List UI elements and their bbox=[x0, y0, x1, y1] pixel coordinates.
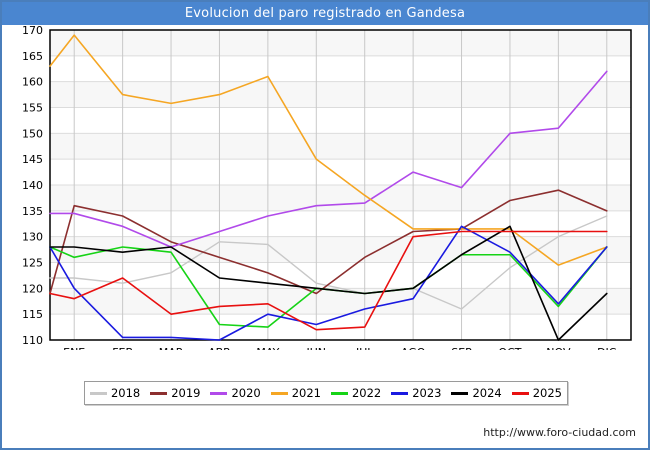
legend-label: 2021 bbox=[291, 386, 322, 400]
legend-label: 2022 bbox=[351, 386, 382, 400]
svg-text:150: 150 bbox=[22, 127, 43, 140]
legend-item-2023[interactable]: 2023 bbox=[391, 386, 442, 400]
legend-item-2021[interactable]: 2021 bbox=[270, 386, 322, 400]
legend-item-2018[interactable]: 2018 bbox=[89, 386, 141, 400]
data-series-group bbox=[49, 34, 608, 341]
legend-label: 2018 bbox=[110, 386, 141, 400]
svg-text:155: 155 bbox=[22, 102, 43, 115]
svg-text:ABR: ABR bbox=[208, 346, 231, 350]
legend-item-2020[interactable]: 2020 bbox=[210, 386, 261, 400]
legend-label: 2025 bbox=[532, 386, 563, 400]
series-line-2020 bbox=[49, 70, 608, 248]
legend-item-2019[interactable]: 2019 bbox=[150, 386, 201, 400]
y-axis-tick-labels: 110 115 120 125 130 135 140 145 150 155 160 165 170 bbox=[22, 25, 43, 347]
svg-text:ENE: ENE bbox=[63, 346, 85, 350]
svg-text:145: 145 bbox=[22, 153, 43, 166]
legend-swatch-icon bbox=[270, 391, 288, 395]
svg-text:170: 170 bbox=[22, 25, 43, 37]
series-line-2019 bbox=[49, 189, 608, 295]
legend-swatch-icon bbox=[210, 391, 228, 395]
source-url: http://www.foro-ciudad.com bbox=[483, 426, 636, 439]
legend-swatch-icon bbox=[391, 391, 409, 395]
legend-item-2024[interactable]: 2024 bbox=[451, 386, 502, 400]
legend-swatch-icon bbox=[451, 391, 469, 395]
svg-text:130: 130 bbox=[22, 231, 43, 244]
plot-background-bands bbox=[50, 30, 631, 315]
svg-text:NOV: NOV bbox=[546, 346, 571, 350]
legend-swatch-icon bbox=[150, 391, 168, 395]
legend-label: 2023 bbox=[412, 386, 442, 400]
svg-text:140: 140 bbox=[22, 179, 43, 192]
svg-text:AGO: AGO bbox=[401, 346, 426, 350]
legend-swatch-icon bbox=[511, 391, 529, 395]
svg-text:OCT: OCT bbox=[498, 346, 521, 350]
svg-text:110: 110 bbox=[22, 334, 43, 347]
legend-label: 2024 bbox=[472, 386, 502, 400]
line-chart-svg: 110115120125130135140145150155160165170 … bbox=[22, 25, 632, 350]
plot-border bbox=[49, 29, 632, 341]
svg-text:JUN: JUN bbox=[306, 346, 327, 350]
series-line-2018 bbox=[49, 215, 608, 310]
x-axis-tick-labels: ENE FEB MAR ABR MAY JUN JUL AGO SEP OCT NOV DIC bbox=[63, 346, 617, 350]
legend-label: 2019 bbox=[171, 386, 201, 400]
svg-text:160: 160 bbox=[22, 76, 43, 89]
series-line-2021 bbox=[49, 34, 608, 266]
legend-item-2025[interactable]: 2025 bbox=[511, 386, 563, 400]
series-line-2025 bbox=[49, 230, 608, 331]
svg-text:SEP: SEP bbox=[451, 346, 472, 350]
series-line-2024 bbox=[49, 225, 608, 341]
legend-swatch-icon bbox=[89, 391, 107, 395]
svg-text:165: 165 bbox=[22, 50, 43, 63]
chart-plot-area: 110 115 120 125 130 135 140 145 150 155 160 165 170 … bbox=[2, 25, 648, 350]
chart-legend: 2018 2019 2020 2021 2022 2023 2024 2025 bbox=[84, 381, 568, 405]
svg-text:120: 120 bbox=[22, 282, 43, 295]
svg-text:JUL: JUL bbox=[355, 346, 374, 350]
svg-text:125: 125 bbox=[22, 257, 43, 270]
page-title: Evolucion del paro registrado en Gandesa bbox=[184, 6, 466, 21]
legend-label: 2020 bbox=[231, 386, 261, 400]
legend-item-2022[interactable]: 2022 bbox=[330, 386, 382, 400]
svg-text:DIC: DIC bbox=[597, 346, 617, 350]
svg-text:MAY: MAY bbox=[256, 346, 279, 350]
svg-text:135: 135 bbox=[22, 205, 43, 218]
legend-swatch-icon bbox=[330, 391, 348, 395]
svg-text:FEB: FEB bbox=[112, 346, 133, 350]
window-title-bar: Evolucion del paro registrado en Gandesa bbox=[2, 2, 648, 25]
svg-text:115: 115 bbox=[22, 308, 43, 321]
series-line-2023 bbox=[49, 225, 608, 341]
svg-text:MAR: MAR bbox=[159, 346, 184, 350]
